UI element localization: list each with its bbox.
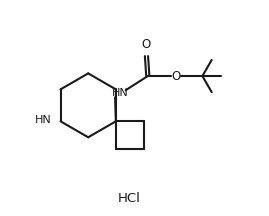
Text: HCl: HCl bbox=[118, 192, 141, 205]
Text: O: O bbox=[142, 38, 151, 51]
Text: O: O bbox=[171, 70, 180, 83]
Text: HN: HN bbox=[34, 115, 51, 125]
Text: HN: HN bbox=[111, 88, 128, 98]
